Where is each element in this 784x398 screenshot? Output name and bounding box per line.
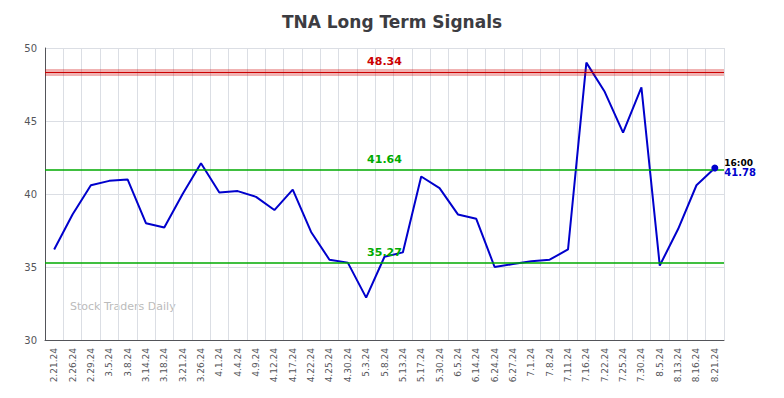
svg-text:8.21.24: 8.21.24 [710,348,720,383]
svg-text:5.30.24: 5.30.24 [435,348,445,383]
svg-text:3.14.24: 3.14.24 [141,348,151,383]
svg-text:7.1.24: 7.1.24 [526,348,536,377]
svg-text:41.64: 41.64 [367,153,402,166]
svg-text:5.8.24: 5.8.24 [380,348,390,377]
svg-text:35.27: 35.27 [367,246,402,259]
svg-text:7.25.24: 7.25.24 [618,348,628,383]
svg-text:6.27.24: 6.27.24 [508,348,518,383]
svg-text:45: 45 [24,116,37,127]
svg-text:5.3.24: 5.3.24 [361,348,371,377]
svg-text:3.26.24: 3.26.24 [196,348,206,383]
svg-text:6.5.24: 6.5.24 [453,348,463,377]
svg-text:48.34: 48.34 [367,55,402,68]
svg-text:7.30.24: 7.30.24 [636,348,646,383]
svg-text:8.16.24: 8.16.24 [691,348,701,383]
svg-text:41.78: 41.78 [724,167,756,178]
svg-text:5.13.24: 5.13.24 [398,348,408,383]
svg-text:8.5.24: 8.5.24 [655,348,665,377]
svg-text:2.29.24: 2.29.24 [86,348,96,383]
svg-text:5.17.24: 5.17.24 [416,348,426,383]
svg-text:7.11.24: 7.11.24 [563,348,573,383]
svg-text:3.18.24: 3.18.24 [159,348,169,383]
svg-text:3.8.24: 3.8.24 [123,348,133,377]
svg-text:4.1.24: 4.1.24 [214,348,224,377]
svg-text:50: 50 [24,43,37,54]
svg-text:30: 30 [24,335,37,346]
svg-text:2.26.24: 2.26.24 [68,348,78,383]
svg-text:6.14.24: 6.14.24 [471,348,481,383]
svg-text:3.5.24: 3.5.24 [104,348,114,377]
svg-text:40: 40 [24,189,37,200]
svg-text:4.4.24: 4.4.24 [233,348,243,377]
svg-text:7.16.24: 7.16.24 [581,348,591,383]
svg-text:Stock Traders Daily: Stock Traders Daily [70,300,176,313]
svg-text:16:00: 16:00 [724,158,753,168]
svg-text:4.25.24: 4.25.24 [324,348,334,383]
svg-text:2.21.24: 2.21.24 [49,348,59,383]
svg-text:4.9.24: 4.9.24 [251,348,261,377]
svg-text:4.17.24: 4.17.24 [288,348,298,383]
svg-text:TNA Long Term Signals: TNA Long Term Signals [282,12,502,32]
svg-text:4.12.24: 4.12.24 [269,348,279,383]
svg-text:7.8.24: 7.8.24 [545,348,555,377]
svg-text:6.24.24: 6.24.24 [490,348,500,383]
svg-text:7.22.24: 7.22.24 [600,348,610,383]
svg-text:4.30.24: 4.30.24 [343,348,353,383]
svg-text:4.22.24: 4.22.24 [306,348,316,383]
svg-text:3.21.24: 3.21.24 [178,348,188,383]
svg-text:8.13.24: 8.13.24 [673,348,683,383]
svg-text:35: 35 [24,262,37,273]
